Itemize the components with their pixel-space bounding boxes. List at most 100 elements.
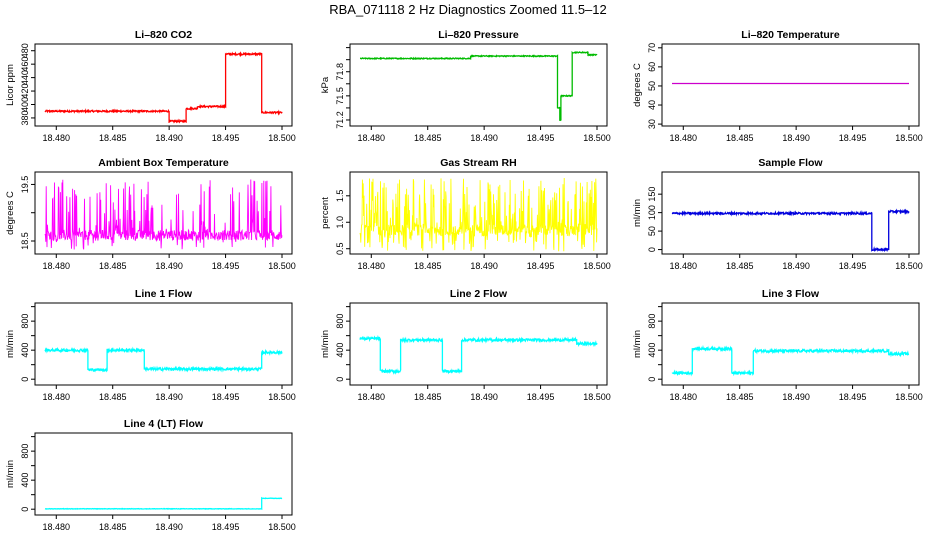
x-tick-label: 18.485: [726, 392, 754, 402]
x-tick-label: 18.500: [583, 392, 611, 402]
x-tick-label: 18.480: [670, 133, 698, 143]
y-tick-label: 400: [20, 473, 30, 488]
chart-panel: Line 1 Flow 18.480 18.485 18.490 18.495 18.50…: [5, 288, 296, 402]
x-tick-label: 18.500: [895, 133, 923, 143]
y-tick-label: 19.5: [20, 176, 30, 194]
y-tick-label: 480: [20, 43, 30, 58]
data-series-line: [671, 208, 910, 253]
y-tick-label: 18.5: [20, 232, 30, 250]
chart-title: Line 3 Flow: [762, 288, 820, 300]
y-tick-label: 400: [20, 343, 30, 358]
x-tick-label: 18.485: [99, 133, 127, 143]
x-tick-label: 18.485: [726, 261, 754, 271]
x-tick-label: 18.500: [268, 133, 296, 143]
y-tick-label: 70: [647, 43, 657, 53]
y-axis-label: degrees C: [632, 63, 643, 107]
x-tick-label: 18.490: [155, 133, 183, 143]
y-axis-label: ml/min: [632, 199, 643, 227]
y-tick-label: 50: [647, 81, 657, 91]
chart-panel: Gas Stream RH 18.480 18.485 18.490 18.495 18.…: [320, 157, 611, 271]
data-series-line: [360, 50, 598, 122]
x-tick-label: 18.485: [99, 261, 127, 271]
chart-panel: Sample Flow 18.480 18.485 18.490 18.495 18.50…: [632, 157, 923, 271]
chart-title: Line 4 (LT) Flow: [124, 418, 204, 430]
y-tick-label: 30: [647, 119, 657, 129]
chart-title: Li–820 Temperature: [741, 29, 840, 41]
y-axis-label: degrees C: [5, 191, 16, 235]
y-tick-label: 400: [335, 343, 345, 358]
chart-panel: Li–820 CO2 18.480 18.485 18.490 18.495 18.500…: [5, 29, 296, 143]
y-tick-label: 40: [647, 100, 657, 110]
chart-title: Gas Stream RH: [440, 157, 516, 169]
y-axis-label: percent: [320, 197, 331, 229]
y-tick-label: 50: [647, 226, 657, 236]
data-series-line: [44, 346, 283, 373]
data-series-line: [359, 177, 598, 252]
y-axis-label: Licor ppm: [5, 64, 16, 106]
x-tick-label: 18.495: [839, 133, 867, 143]
x-tick-label: 18.485: [99, 392, 127, 402]
y-tick-label: 0: [20, 377, 30, 382]
chart-title: Sample Flow: [758, 157, 823, 169]
x-tick-label: 18.485: [414, 392, 442, 402]
chart-title: Line 2 Flow: [450, 288, 508, 300]
x-tick-label: 18.490: [782, 261, 810, 271]
chart-title: Li–820 CO2: [135, 29, 192, 41]
x-tick-label: 18.495: [212, 261, 240, 271]
x-tick-label: 18.485: [99, 522, 127, 532]
x-tick-label: 18.485: [414, 133, 442, 143]
x-tick-label: 18.500: [895, 261, 923, 271]
x-tick-label: 18.480: [43, 133, 71, 143]
x-tick-label: 18.490: [782, 133, 810, 143]
chart-panel: Li–820 Pressure 18.480 18.485 18.490 18.495 1…: [320, 29, 611, 143]
x-tick-label: 18.490: [782, 392, 810, 402]
x-tick-label: 18.480: [358, 261, 386, 271]
data-series-line: [44, 496, 283, 511]
y-tick-label: 71.8: [335, 63, 345, 81]
y-tick-label: 0: [647, 247, 657, 252]
x-tick-label: 18.480: [358, 133, 386, 143]
x-tick-label: 18.490: [155, 392, 183, 402]
x-tick-label: 18.480: [670, 392, 698, 402]
plot-frame: [349, 302, 608, 386]
x-tick-label: 18.495: [527, 261, 555, 271]
x-tick-label: 18.495: [527, 133, 555, 143]
chart-panel: Ambient Box Temperature 18.480 18.485 18.49…: [5, 157, 296, 271]
chart-panel: Line 4 (LT) Flow 18.480 18.485 18.490 18.495…: [5, 418, 296, 532]
chart-title: Li–820 Pressure: [438, 29, 519, 41]
x-tick-label: 18.495: [839, 392, 867, 402]
x-tick-label: 18.480: [670, 261, 698, 271]
x-tick-label: 18.500: [268, 522, 296, 532]
plot-frame: [349, 43, 608, 127]
x-tick-label: 18.490: [470, 261, 498, 271]
y-tick-label: 71.2: [335, 111, 345, 129]
y-tick-label: 60: [647, 62, 657, 72]
x-tick-label: 18.500: [895, 392, 923, 402]
y-tick-label: 800: [20, 444, 30, 459]
x-tick-label: 18.485: [414, 261, 442, 271]
x-tick-label: 18.480: [43, 261, 71, 271]
y-tick-label: 100: [647, 205, 657, 220]
plot-frame: [661, 302, 920, 386]
data-series-line: [359, 334, 598, 375]
chart-panel: Line 3 Flow 18.480 18.485 18.490 18.495 18.50…: [632, 288, 923, 402]
y-tick-label: 71.5: [335, 87, 345, 105]
data-series-line: [44, 51, 283, 124]
y-tick-label: 0: [335, 377, 345, 382]
y-tick-label: 0: [20, 507, 30, 512]
x-tick-label: 18.490: [470, 392, 498, 402]
x-tick-label: 18.480: [43, 392, 71, 402]
chart-title: Ambient Box Temperature: [98, 157, 229, 169]
x-tick-label: 18.490: [470, 133, 498, 143]
x-tick-label: 18.495: [212, 522, 240, 532]
y-axis-label: ml/min: [5, 330, 16, 358]
y-tick-label: 400: [647, 343, 657, 358]
plot-frame: [34, 432, 293, 516]
plot-frame: [34, 302, 293, 386]
y-tick-label: 460: [20, 57, 30, 72]
x-tick-label: 18.485: [726, 133, 754, 143]
x-tick-label: 18.500: [583, 133, 611, 143]
data-series-line: [671, 344, 910, 377]
x-tick-label: 18.500: [583, 261, 611, 271]
